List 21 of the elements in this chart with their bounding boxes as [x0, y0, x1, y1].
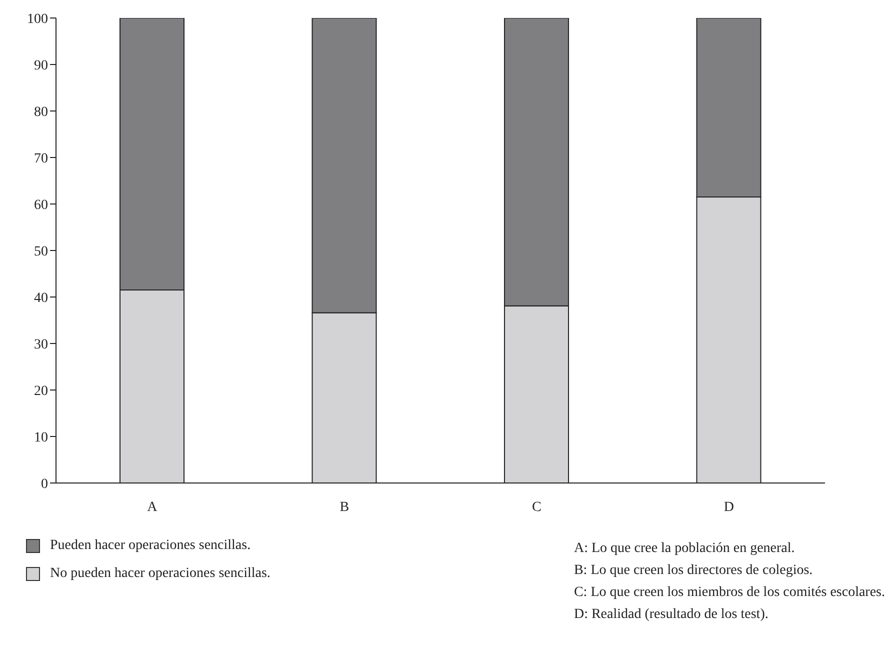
y-tick-label: 70 [34, 151, 48, 166]
y-tick-label: 10 [34, 430, 48, 446]
y-tick-label: 20 [34, 384, 48, 399]
text: C: Lo que creen los miembros de los comités escolares. [574, 584, 885, 602]
text: D: Realidad (resultado de los test). [574, 606, 770, 624]
y-tick-label: 60 [34, 198, 48, 213]
x-tick-label: A [147, 500, 158, 515]
y-tick-label: 100 [27, 12, 48, 27]
y-tick-label: 80 [34, 104, 48, 120]
y-tick-label: 30 [34, 337, 48, 352]
y-tick-label: 40 [34, 290, 48, 306]
text: B: Lo que creen los directores de colegios. [574, 562, 814, 580]
x-tick-label: B [340, 500, 350, 515]
x-tick-label: C [532, 500, 542, 515]
x-tick-label: D [724, 500, 734, 515]
y-tick-label: 90 [34, 58, 48, 74]
legend-label: Pueden hacer operaciones sencillas. [50, 538, 251, 554]
text: A: Lo que cree la población en general. [574, 540, 796, 558]
y-tick-label: 50 [34, 244, 48, 260]
legend-label: No pueden hacer operaciones sencillas. [50, 566, 270, 582]
y-tick-label: 0 [41, 476, 48, 492]
